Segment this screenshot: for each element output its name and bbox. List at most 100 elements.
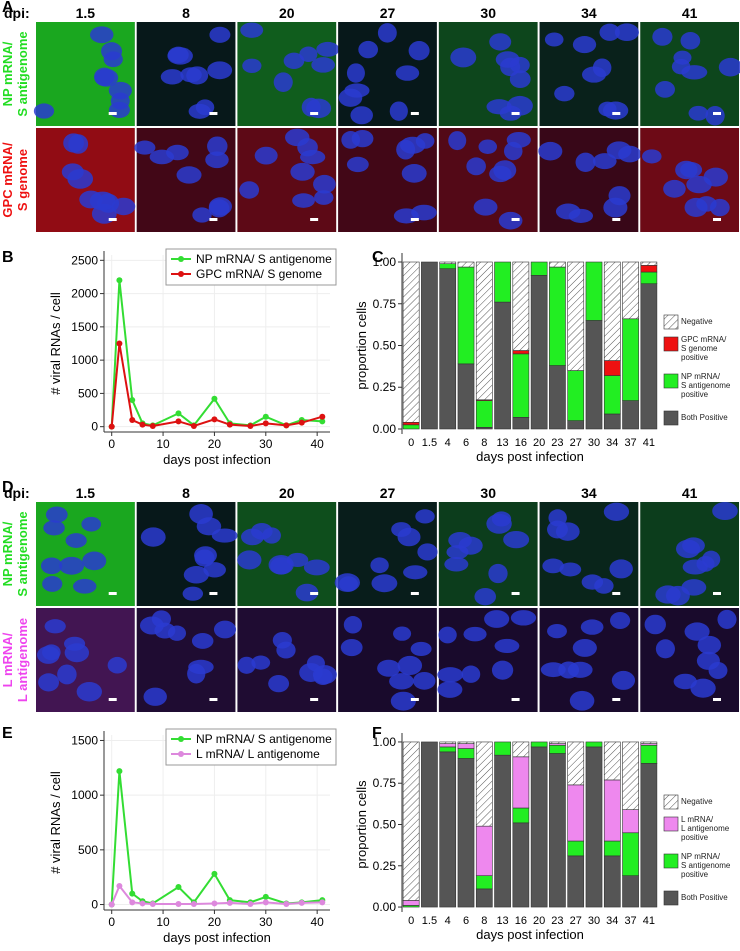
micro-nucleus [680,31,701,50]
micro-nucleus [506,131,531,148]
micro-nucleus [40,557,63,575]
y-tick-label: 1.00 [373,255,397,269]
micro-nucleus [254,146,278,165]
bar-segment [475,888,493,908]
micro-nucleus [415,133,435,149]
row-label-line: L antigenome [15,618,30,702]
legend-swatch [663,373,679,389]
micro-nucleus [283,52,305,70]
y-axis-label: proportion cells [354,301,369,390]
y-tick-label: 0.50 [373,339,397,353]
data-point [190,900,197,907]
micro-nucleus [438,626,457,644]
x-tick-label: 4 [445,915,451,927]
micro-nucleus [306,98,332,119]
row-label-line: S antigenome [15,511,30,596]
micro-nucleus [448,131,467,151]
legend-swatch [663,794,679,810]
micro-nucleus [108,101,130,118]
y-tick-label: 0.50 [373,818,397,832]
legend-label: GPC mRNA/ S genome positive [681,335,727,362]
scale-bar [713,592,721,595]
y-tick-label: 0.25 [373,380,397,394]
micro-nucleus [390,691,416,711]
micro-nucleus [213,620,237,639]
bar-segment [402,261,420,423]
bar-segment [457,758,475,908]
micro-nucleus [555,522,580,541]
micro-nucleus [188,103,211,119]
micro-nucleus [609,559,633,579]
data-point [226,421,233,428]
micro-nucleus [313,174,336,194]
micro-nucleus [509,70,531,89]
bar-segment [402,422,420,426]
micro-nucleus [344,83,370,98]
x-tick-label: 20 [208,437,222,451]
micro-nucleus [444,557,469,572]
panel-letter: D [2,479,14,496]
row-label-line: S genome [15,149,30,211]
y-tick-label: 0.00 [373,900,397,914]
micro-nucleus [167,46,189,64]
bar-segment [512,353,530,418]
row-label-line: S antigenome [15,31,30,116]
micro-nucleus [655,639,675,659]
x-tick-label: 0 [408,437,414,449]
micro-nucleus [498,211,523,230]
bar-segment [549,741,566,744]
micro-nucleus [572,36,597,54]
data-point [262,899,269,906]
legend-label-box: Both Positive [681,893,728,902]
x-tick-label: 27 [570,437,582,449]
panel-letter: C [372,249,384,266]
micro-nucleus [59,556,85,575]
micro-nucleus [413,671,436,690]
bar-segment [567,420,585,430]
legend-label-box: Negative [681,797,713,806]
scale-bar [410,218,419,221]
x-tick-label: 34 [606,437,618,449]
micro-nucleus [408,41,430,61]
micro-nucleus [268,554,294,575]
micro-nucleus [401,164,427,183]
legend-marker [178,256,184,262]
micro-nucleus [208,199,230,218]
bar-segment [640,261,658,266]
micro-nucleus [489,33,512,51]
micro-nucleus [176,166,202,184]
micro-nucleus [410,641,432,657]
micro-nucleus [43,520,65,536]
scale-bar [511,592,520,595]
x-tick-label: 34 [606,915,618,927]
bar-segment [603,261,621,361]
data-point [283,422,290,429]
micro-nucleus [411,204,437,221]
micro-nucleus [397,527,421,547]
bar-segment [475,261,493,401]
micro-nucleus [311,57,335,73]
x-axis-label: days post infection [476,449,584,464]
micro-nucleus [572,638,597,657]
micro-nucleus [644,614,666,635]
micro-nucleus [38,673,60,692]
bar-segment [457,266,475,365]
micro-nucleus [194,546,217,565]
micro-nucleus [547,623,567,639]
micro-nucleus [681,65,708,80]
micro-nucleus [89,191,116,211]
column-label: 1.5 [76,485,96,501]
scale-bar [511,698,520,701]
legend-swatch [663,314,679,330]
legend-label: NP mRNA/ S antigenome positive [681,852,731,879]
micro-nucleus [592,153,617,170]
micro-nucleus [712,501,738,521]
data-point [211,395,218,402]
micro-nucleus [314,190,334,205]
x-tick-label: 37 [624,915,636,927]
legend-marker [178,736,184,742]
micro-nucleus [205,151,229,169]
scale-bar [713,112,721,115]
dpi-label: dpi: [4,5,30,21]
micro-nucleus [72,578,97,594]
